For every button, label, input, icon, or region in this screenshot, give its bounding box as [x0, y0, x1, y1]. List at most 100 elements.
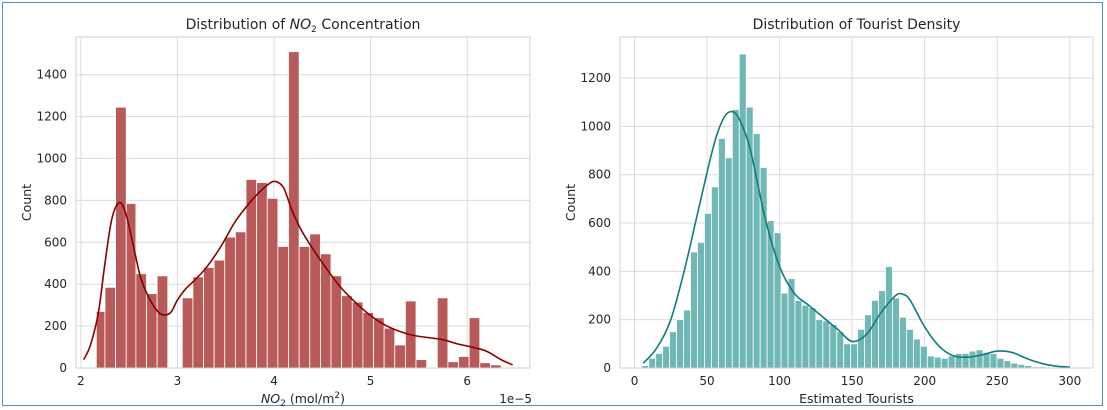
tourist-histogram-bar	[940, 357, 949, 369]
tourist-histogram-bar	[989, 353, 998, 369]
tourist-x-tick-label: 50	[699, 374, 714, 388]
no2-x-tick-label: 5	[367, 374, 375, 388]
no2-y-tick-label: 1200	[36, 110, 67, 124]
tourist-histogram-chart: 0 50 100 150 200 250 300020040060080010001200 …	[563, 17, 1094, 406]
no2-histogram-bar	[146, 293, 158, 369]
tourist-y-tick-label: 400	[588, 264, 611, 278]
tourist-x-tick-label: 300	[1058, 374, 1081, 388]
no2-histogram-bar	[245, 179, 258, 369]
no2-y-tick-label: 1400	[36, 68, 67, 82]
no2-histogram-bar	[192, 276, 204, 369]
tourist-histogram-bar	[892, 297, 900, 369]
tourist-histogram-bar	[801, 304, 810, 369]
tourist-histogram-bar	[738, 53, 747, 369]
tourist-histogram-bar	[947, 355, 956, 369]
tourist-histogram-bar	[676, 319, 684, 369]
tourist-histogram-bar	[1003, 360, 1012, 369]
tourist-kde-curve	[642, 110, 1070, 368]
no2-histogram-bar	[288, 51, 300, 369]
tourist-histogram-bar	[878, 290, 886, 369]
no2-histogram-bar	[351, 301, 364, 369]
no2-histogram-bar	[213, 259, 226, 369]
no2-histogram-bar	[203, 267, 215, 369]
tourist-histogram-bar	[1017, 363, 1026, 369]
tourist-histogram-bar	[857, 328, 866, 369]
tourist-y-tick-label: 600	[588, 216, 611, 230]
tourist-kde-line	[642, 110, 1070, 368]
tourist-histogram-bar	[780, 292, 789, 369]
tourist-y-tick-label: 800	[588, 168, 611, 182]
no2-histogram-bar	[436, 297, 449, 369]
tourist-x-tick-label: 0	[631, 374, 639, 388]
no2-histogram-bar	[256, 182, 268, 369]
no2-histogram-bar	[181, 297, 194, 369]
no2-histogram-bar	[479, 362, 491, 369]
no2-histogram-bar	[330, 275, 343, 369]
tourist-y-tick-label: 1000	[580, 119, 611, 133]
tourist-histogram-bar	[954, 353, 963, 369]
no2-histogram-chart: 2 3 4 5 6 0 200 400 600 800 1000 1200 1400 Distribut…	[19, 17, 532, 409]
no2-histogram-bar	[156, 275, 169, 369]
no2-histogram-bar	[447, 361, 459, 369]
no2-x-tick-label: 6	[463, 374, 471, 388]
tourist-histogram-bar	[968, 350, 977, 369]
tourist-histogram-bar	[704, 212, 712, 369]
tourist-histogram-bar	[724, 157, 733, 369]
tourist-histogram-bar	[906, 328, 914, 369]
tourist-histogram-bar	[717, 138, 726, 369]
tourist-y-tick-label: 0	[603, 361, 611, 375]
no2-histogram-bar	[277, 246, 289, 369]
tourist-x-tick-label: 150	[841, 374, 864, 388]
tourist-histogram-bar	[871, 299, 879, 369]
tourist-histogram-bar	[1010, 362, 1019, 369]
no2-kde-line	[83, 180, 513, 366]
no2-histogram-bar	[362, 312, 374, 369]
tourist-histogram-bar	[697, 241, 705, 369]
tourist-bars	[641, 53, 1061, 369]
tourist-axes-frame	[619, 36, 1094, 369]
tourist-histogram-bar	[864, 314, 872, 369]
tourist-histogram-bar	[919, 345, 928, 369]
no2-x-offset-text: 1e−5	[499, 392, 532, 406]
tourist-histogram-bar	[912, 338, 921, 369]
tourist-histogram-bar	[766, 220, 775, 369]
tourist-x-tick-label: 250	[986, 374, 1009, 388]
tourist-histogram-bar	[655, 353, 664, 369]
tourist-histogram-bar	[961, 353, 970, 369]
no2-y-tick-label: 1000	[36, 152, 67, 166]
tourist-tick-labels: 0 50 100 150 200 250 300 0 200 400 600 800 1000 1200	[580, 71, 1081, 388]
tourist-histogram-bar	[899, 316, 907, 369]
tourist-x-axis-label: Estimated Tourists	[799, 391, 914, 406]
no2-histogram-bar	[394, 344, 406, 369]
tourist-histogram-bar	[829, 324, 838, 369]
no2-histogram-bar	[309, 233, 321, 369]
no2-x-axis-label: NO2 (mol/m2)	[261, 391, 345, 409]
no2-x-tick-label: 4	[270, 374, 278, 388]
no2-histogram-bar	[234, 231, 247, 369]
tourist-histogram-bar	[996, 357, 1005, 369]
tourist-histogram-bar	[926, 355, 935, 369]
no2-histogram-bar	[341, 295, 353, 369]
tourist-x-tick-label: 200	[913, 374, 936, 388]
tourist-histogram-bar	[850, 343, 859, 369]
no2-y-tick-label: 0	[59, 361, 67, 375]
no2-histogram-bar	[104, 286, 117, 369]
tourist-chart-title: Distribution of Tourist Density	[753, 17, 961, 33]
tourist-histogram-bar	[843, 343, 852, 369]
tourist-histogram-bar	[731, 109, 740, 369]
tourist-histogram-bar	[836, 331, 845, 369]
tourist-histogram-bar	[933, 356, 942, 369]
tourist-histogram-bar	[975, 349, 984, 369]
tourist-histogram-bar	[662, 345, 671, 369]
no2-tick-labels: 2 3 4 5 6 0 200 400 600 800 1000 1200 1400	[36, 68, 471, 388]
no2-y-tick-label: 600	[44, 235, 67, 249]
tourist-histogram-bar	[711, 186, 719, 369]
no2-axes-frame	[75, 36, 531, 369]
no2-y-axis-label: Count	[19, 184, 34, 221]
no2-histogram-bar	[383, 327, 396, 369]
tourist-histogram-bar	[690, 251, 698, 369]
no2-x-tick-label: 2	[77, 374, 85, 388]
no2-histogram-bar	[468, 317, 481, 369]
tourist-x-tick-label: 100	[768, 374, 791, 388]
